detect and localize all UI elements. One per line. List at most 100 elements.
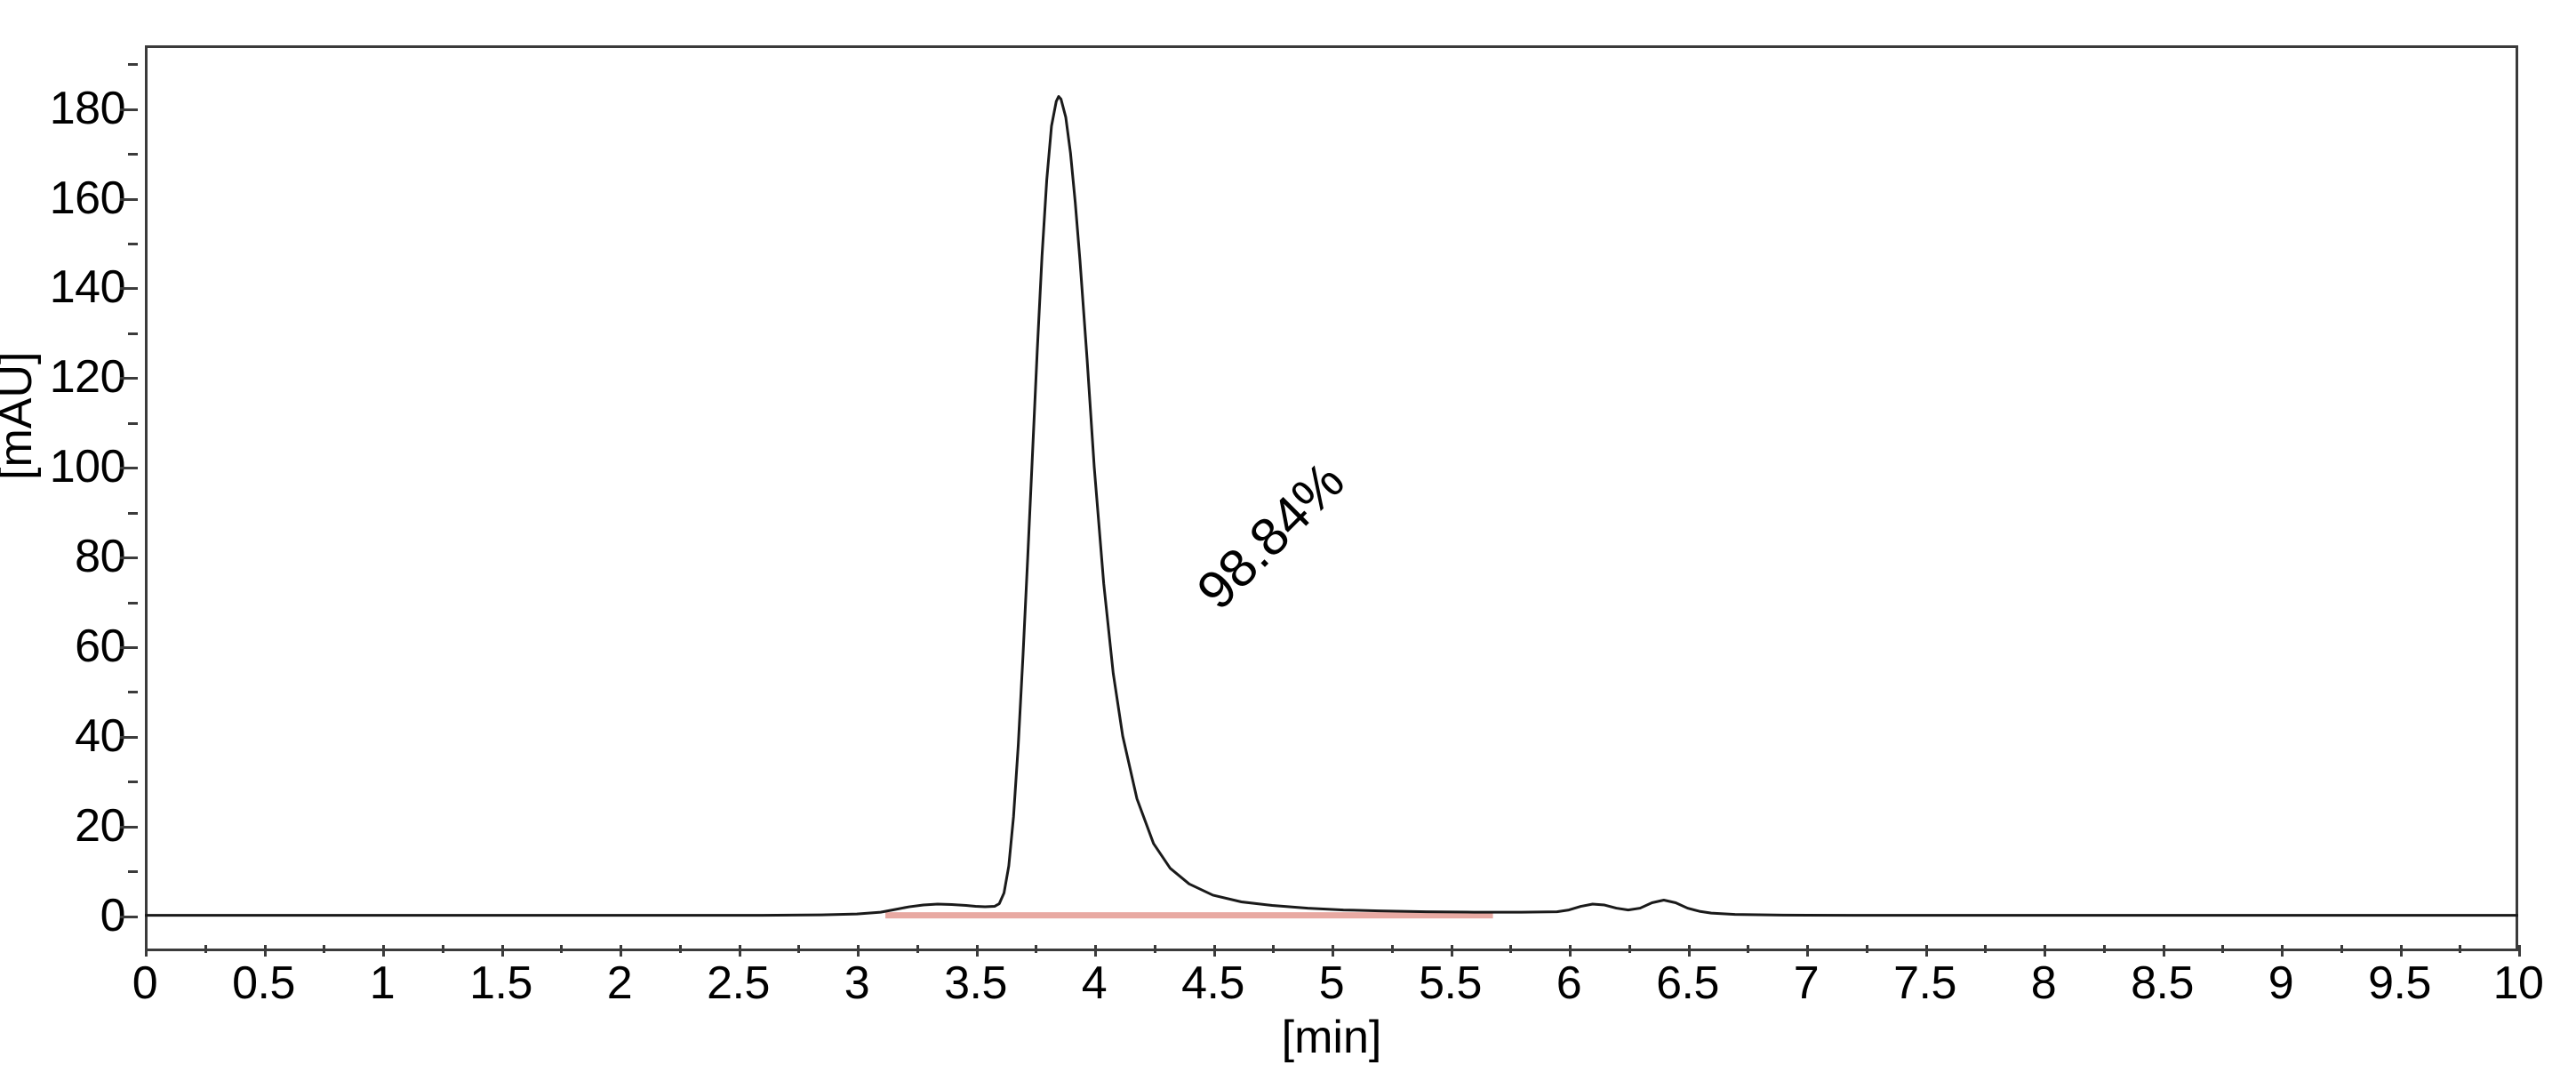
y-tick-mark-minor — [128, 781, 138, 784]
x-tick-label: 1.5 — [469, 957, 532, 1009]
y-tick-label: 120 — [49, 351, 126, 404]
x-tick-mark — [1747, 945, 1750, 953]
x-tick-label: 9 — [2268, 957, 2294, 1009]
x-tick-mark — [975, 945, 979, 957]
x-tick-mark — [145, 945, 148, 957]
x-tick-label: 0 — [132, 957, 158, 1009]
x-tick-mark — [797, 945, 801, 953]
x-tick-label: 3.5 — [944, 957, 1007, 1009]
x-tick-mark — [1153, 945, 1156, 953]
x-tick-mark — [323, 945, 326, 953]
x-tick-mark — [1628, 945, 1631, 953]
x-tick-mark — [1924, 945, 1928, 957]
x-axis: 0 0.5 1 1.5 2 2.5 3 3.5 4 4.5 5 5.5 6 6.5 7 7.5 8 8.5 9 9.5… — [132, 945, 2544, 1010]
y-tick-mark-major — [120, 287, 138, 291]
x-tick-mark — [204, 945, 207, 953]
x-tick-label: 6.5 — [1656, 957, 1719, 1009]
x-tick-mark — [382, 945, 385, 957]
y-tick-mark-major — [120, 645, 138, 649]
x-tick-mark — [678, 945, 682, 953]
y-tick-mark-minor — [128, 870, 138, 874]
x-axis-title: [min] — [1281, 1012, 1382, 1063]
plot-frame — [145, 45, 2518, 951]
x-tick-mark — [1687, 945, 1691, 957]
y-tick-mark-major — [120, 197, 138, 201]
x-tick-mark — [738, 945, 741, 957]
x-tick-mark — [2281, 945, 2284, 957]
x-tick-mark — [1332, 945, 1334, 957]
y-tick-label: 180 — [49, 82, 126, 134]
y-tick-label: 60 — [75, 620, 125, 672]
x-tick-mark — [1806, 945, 1809, 957]
x-tick-label: 5.5 — [1419, 957, 1482, 1009]
y-tick-mark-major — [120, 825, 138, 829]
x-tick-label: 6 — [1556, 957, 1582, 1009]
x-tick-mark — [2044, 945, 2046, 957]
x-tick-label: 7 — [1793, 957, 1820, 1009]
y-tick-label: 100 — [49, 441, 126, 493]
y-tick-mark-major — [120, 915, 138, 918]
x-tick-mark — [1984, 945, 1988, 953]
y-tick-mark-major — [120, 108, 138, 111]
x-tick-label: 4 — [1081, 957, 1108, 1009]
x-tick-mark — [1035, 945, 1038, 953]
x-tick-label: 5 — [1318, 957, 1345, 1009]
y-axis: 0 20 40 60 80 100 120 140 160 180 — [0, 45, 138, 951]
y-tick-mark-major — [120, 557, 138, 560]
x-tick-mark — [2221, 945, 2225, 953]
x-tick-mark — [1094, 945, 1097, 957]
x-tick-label: 9.5 — [2368, 957, 2431, 1009]
x-tick-mark — [2162, 945, 2165, 957]
y-tick-label: 20 — [75, 799, 125, 852]
y-tick-mark-major — [120, 467, 138, 470]
y-axis-title: [mAU] — [0, 351, 42, 480]
y-tick-mark-minor — [128, 601, 138, 605]
y-tick-mark-major — [120, 377, 138, 380]
x-tick-label: 4.5 — [1181, 957, 1244, 1009]
x-tick-label: 2 — [606, 957, 633, 1009]
y-tick-label: 40 — [75, 709, 125, 762]
x-tick-label: 8.5 — [2131, 957, 2194, 1009]
x-tick-mark — [2102, 945, 2106, 953]
x-tick-label: 8 — [2030, 957, 2057, 1009]
y-tick-mark-minor — [128, 691, 138, 694]
y-tick-mark-minor — [128, 153, 138, 156]
x-tick-mark — [2459, 945, 2462, 953]
x-tick-label: 7.5 — [1893, 957, 1956, 1009]
x-tick-mark — [1212, 945, 1216, 957]
x-tick-mark — [1272, 945, 1276, 953]
x-tick-label: 3 — [844, 957, 870, 1009]
y-tick-label: 160 — [49, 172, 126, 224]
x-tick-mark — [916, 945, 919, 953]
y-tick-label: 140 — [49, 261, 126, 314]
x-tick-label: 10 — [2492, 957, 2544, 1009]
x-tick-mark — [441, 945, 444, 953]
x-tick-mark — [620, 945, 622, 957]
x-tick-mark — [1865, 945, 1868, 953]
x-tick-mark — [1390, 945, 1394, 953]
y-tick-label: 80 — [75, 531, 125, 583]
x-tick-label: 2.5 — [707, 957, 770, 1009]
x-tick-mark — [500, 945, 504, 957]
y-tick-mark-minor — [128, 63, 138, 67]
series-group — [145, 95, 2518, 919]
x-tick-mark — [2340, 945, 2343, 953]
x-tick-mark — [857, 945, 860, 957]
y-tick-mark-major — [120, 735, 138, 739]
x-tick-mark — [2399, 945, 2403, 957]
x-tick-label: 1 — [369, 957, 396, 1009]
x-tick-mark — [1450, 945, 1453, 957]
plot-canvas — [145, 95, 2518, 919]
y-tick-mark-minor — [128, 242, 138, 245]
x-tick-mark — [1509, 945, 1513, 953]
chromatogram-trace-path — [145, 95, 2518, 917]
x-tick-mark — [2518, 945, 2521, 957]
x-tick-mark — [1569, 945, 1572, 957]
y-tick-mark-minor — [128, 332, 138, 335]
y-tick-mark-minor — [128, 511, 138, 515]
y-tick-mark-minor — [128, 421, 138, 425]
x-tick-mark — [263, 945, 267, 957]
x-tick-mark — [560, 945, 564, 953]
x-tick-label: 0.5 — [232, 957, 295, 1009]
